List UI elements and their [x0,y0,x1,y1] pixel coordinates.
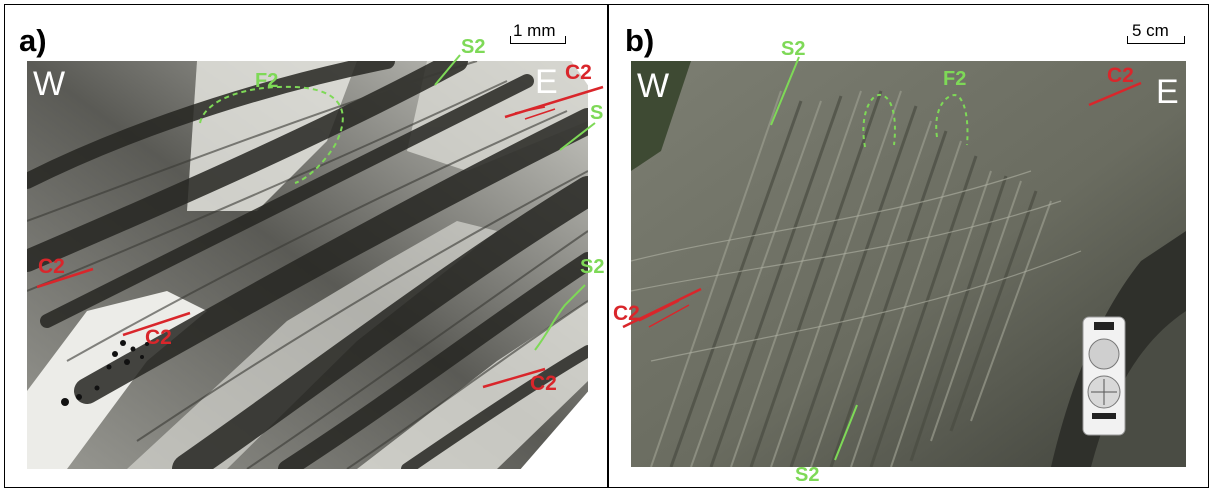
s2-trace-top-a [434,54,461,86]
outcrop-texture [631,61,1186,467]
panel-a: a) 1 mm [4,4,608,488]
f2-fold-trace-a [199,85,344,184]
panel-a-label: a) [19,23,47,58]
compass-clinometer-image [1082,316,1126,436]
west-label-a: W [33,65,66,103]
c2-label-top-b: C2 [1107,64,1134,87]
shear-arrow-a [514,106,556,120]
thin-section-texture [27,61,588,469]
c2-trace-center-a [122,311,191,337]
panel-b-label: b) [625,23,655,58]
shear-arrow-b [638,300,690,328]
east-label-b: E [1156,73,1179,111]
f2-fold-trace-b-1 [862,93,896,148]
panel-b: b) 5 cm [608,4,1209,488]
s2-label-top-a: S2 [461,36,486,58]
s2-trace-right-a [534,284,586,351]
c2-label-center-a: C2 [145,326,172,349]
c2-label-left-b: C2 [613,302,640,325]
c2-label-bottom-a: C2 [530,372,557,395]
c2-trace-top-b [1088,81,1142,107]
s2-label-top-b: S2 [781,38,806,60]
outcrop-photograph [631,61,1186,467]
s2-trace-top-b [770,56,800,126]
s2-trace-bottom-b [834,404,858,461]
west-label-b: W [637,67,670,105]
scale-label-b: 5 cm [1132,21,1169,40]
scale-bar-b [1127,36,1185,44]
f2-label-a: F2 [255,70,279,92]
f2-fold-trace-b-2 [935,93,969,146]
s-trace-a [559,122,596,151]
s2-label-right-a: S2 [580,256,605,278]
thin-section-micrograph [27,61,588,469]
panel-a-annotation-lines [36,54,604,389]
c2-label-top-a: C2 [565,61,592,84]
c2-trace-left-b [622,287,702,329]
c2-trace-bottom-a [482,367,546,389]
panel-b-annotation-lines [622,56,1142,461]
c2-label-left-a: C2 [38,255,65,278]
s-label-a: S [590,102,604,124]
f2-label-b: F2 [943,68,967,90]
c2-trace-left-a [36,267,94,289]
s2-label-bottom-b: S2 [795,464,820,486]
scale-label-a: 1 mm [513,21,556,40]
east-label-a: E [535,63,558,101]
scale-bar-a [510,36,566,44]
